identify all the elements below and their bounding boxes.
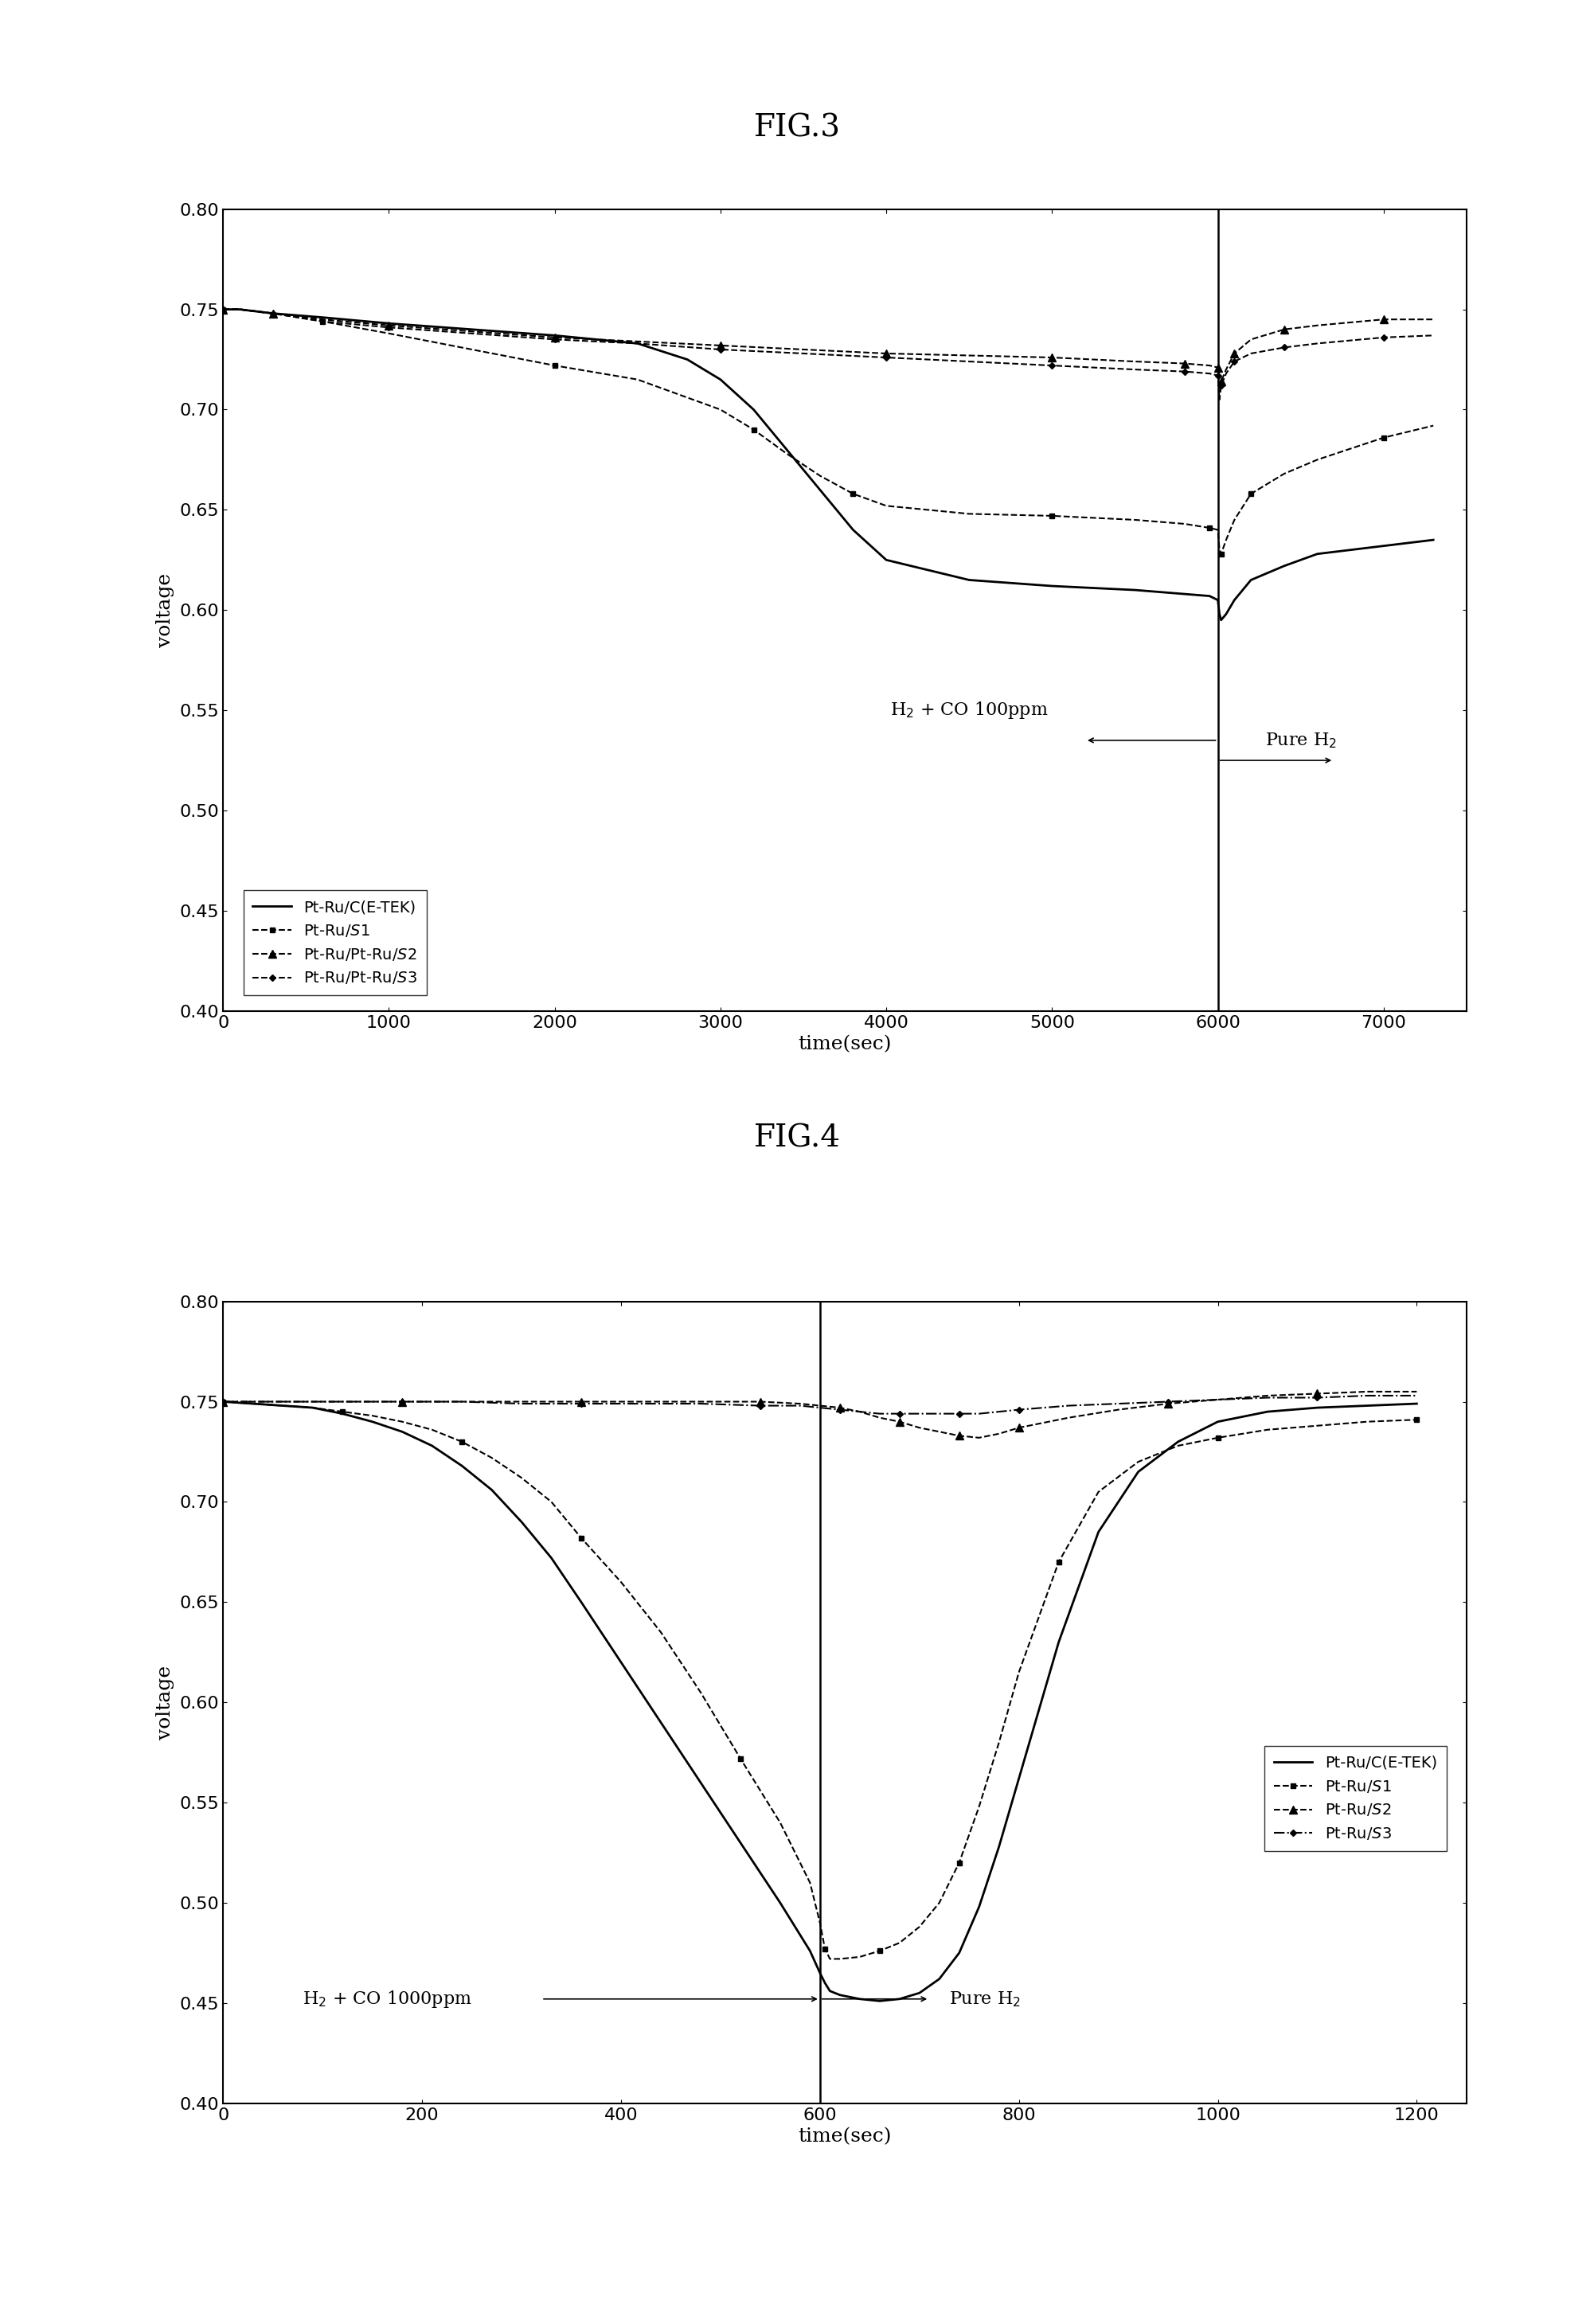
- Text: FIG.4: FIG.4: [754, 1125, 840, 1153]
- Y-axis label: voltage: voltage: [156, 574, 174, 646]
- Text: Pure H$_2$: Pure H$_2$: [950, 1989, 1020, 2008]
- Text: H$_2$ + CO 100ppm: H$_2$ + CO 100ppm: [889, 700, 1049, 720]
- Y-axis label: voltage: voltage: [156, 1666, 174, 1738]
- Text: H$_2$ + CO 1000ppm: H$_2$ + CO 1000ppm: [303, 1989, 472, 2010]
- Legend: Pt-Ru/C(E-TEK), Pt-Ru/$\it{S1}$, Pt-Ru/Pt-Ru/$\it{S2}$, Pt-Ru/Pt-Ru/$\it{S3}$: Pt-Ru/C(E-TEK), Pt-Ru/$\it{S1}$, Pt-Ru/P…: [244, 890, 427, 995]
- Legend: Pt-Ru/C(E-TEK), Pt-Ru/$\it{S1}$, Pt-Ru/$\it{S2}$, Pt-Ru/$\it{S3}$: Pt-Ru/C(E-TEK), Pt-Ru/$\it{S1}$, Pt-Ru/$…: [1264, 1745, 1446, 1850]
- X-axis label: time(sec): time(sec): [799, 1034, 891, 1053]
- X-axis label: time(sec): time(sec): [799, 2126, 891, 2145]
- Text: Pure H$_2$: Pure H$_2$: [1266, 732, 1336, 751]
- Text: FIG.3: FIG.3: [754, 114, 840, 142]
